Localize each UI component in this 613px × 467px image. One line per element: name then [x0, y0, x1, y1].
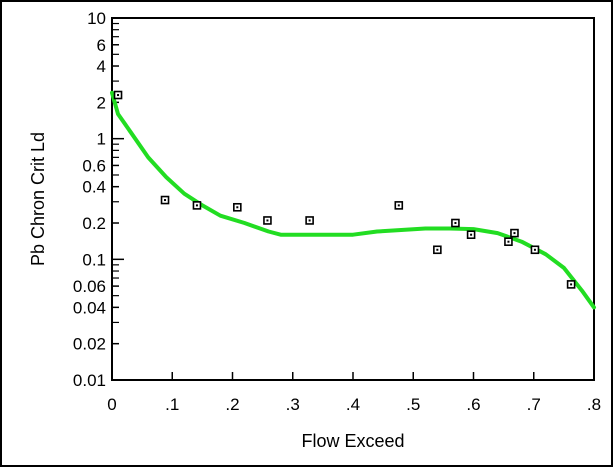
data-point — [394, 201, 404, 210]
y-axis-label: Pb Chron Crit Ld — [28, 132, 48, 266]
data-points — [113, 90, 576, 289]
data-point — [451, 218, 460, 228]
data-point — [233, 202, 242, 212]
data-point-center — [454, 222, 457, 225]
data-point-center — [436, 248, 439, 251]
data-point — [566, 280, 576, 289]
y-tick-label: 2 — [97, 93, 106, 112]
y-tick-label: 4 — [97, 57, 106, 76]
x-axis-ticks: 0 .1 .2 .3 .4 .5 .6 .7 .8 — [107, 372, 601, 414]
data-point — [530, 245, 540, 255]
data-point-center — [570, 283, 573, 286]
x-tick-label: .4 — [346, 395, 360, 414]
data-point — [305, 216, 314, 225]
x-tick-label: .2 — [225, 395, 239, 414]
y-tick-label: 10 — [87, 9, 106, 28]
y-tick-label: 0.6 — [82, 156, 106, 175]
y-axis-ticks: 10 6 4 2 1 0.6 0.4 0.2 0.1 0.06 0.04 0.02 0.01 — [73, 9, 124, 390]
x-tick-label: .1 — [165, 395, 179, 414]
data-point-center — [507, 240, 510, 243]
y-tick-label: 0.2 — [82, 214, 106, 233]
data-point — [504, 237, 513, 247]
data-point-center — [397, 204, 400, 207]
data-point-center — [470, 233, 473, 236]
plot-area — [111, 17, 595, 381]
data-point-center — [164, 199, 167, 202]
data-point — [113, 90, 123, 100]
x-axis-label: Flow Exceed — [301, 431, 404, 451]
y-tick-label: 0.02 — [73, 335, 106, 354]
x-tick-label: 0 — [107, 395, 116, 414]
data-point-center — [266, 219, 269, 222]
data-point-center — [533, 248, 536, 251]
x-tick-label: .7 — [527, 395, 541, 414]
x-tick-label: .3 — [286, 395, 300, 414]
data-point — [510, 228, 519, 238]
y-tick-label: 6 — [97, 36, 106, 55]
y-tick-label: 0.01 — [73, 371, 106, 390]
y-tick-label: 0.04 — [73, 298, 106, 317]
data-point — [192, 201, 202, 210]
data-point — [263, 216, 272, 225]
x-tick-label: .6 — [466, 395, 480, 414]
data-point — [466, 230, 476, 240]
data-point-center — [308, 219, 311, 222]
y-tick-label: 0.06 — [73, 277, 106, 296]
data-point-center — [236, 206, 239, 209]
y-tick-label: 0.1 — [82, 250, 106, 269]
data-point-center — [513, 232, 516, 235]
data-point-center — [117, 94, 120, 97]
data-point-center — [195, 204, 198, 207]
fit-curve — [110, 90, 596, 310]
y-tick-label: 1 — [97, 130, 106, 149]
y-tick-label: 0.4 — [82, 178, 106, 197]
plot-box — [111, 17, 595, 381]
data-point — [433, 245, 442, 255]
data-point — [160, 195, 170, 205]
x-tick-label: .8 — [587, 395, 601, 414]
x-tick-label: .5 — [406, 395, 420, 414]
